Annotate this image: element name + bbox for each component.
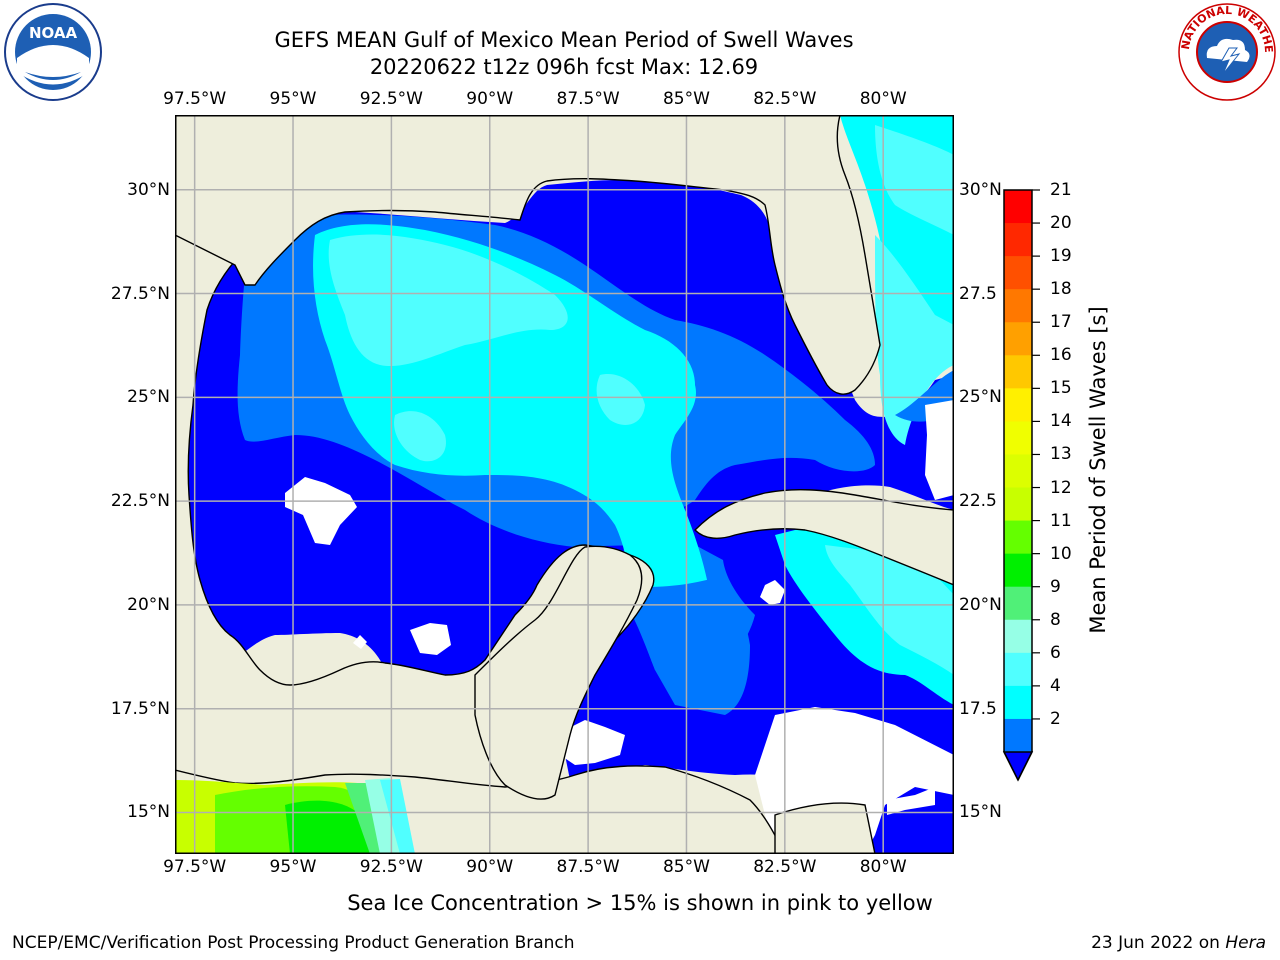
colorbar-frame <box>1003 189 1033 781</box>
longitude-tick-label: 85°W <box>662 89 710 109</box>
colorbar-swatch <box>1004 520 1032 555</box>
longitude-tick-label: 85°W <box>662 857 710 877</box>
longitude-tick-label: 97.5°W <box>163 857 227 877</box>
colorbar-swatch <box>1004 421 1032 455</box>
latitude-tick-label: 25°N <box>959 387 1002 408</box>
colorbar-tick-label: 20 <box>1050 213 1072 234</box>
longitude-tick-label: 95°W <box>269 857 317 877</box>
colorbar-tick-label: 6 <box>1050 642 1061 663</box>
colorbar-tick-label: 4 <box>1050 675 1061 696</box>
sea-ice-note: Sea Ice Concentration > 15% is shown in … <box>347 891 933 915</box>
latitude-tick-label: 30°N <box>959 179 1002 200</box>
nws-logo-icon: NATIONAL WEATHER SERVICE <box>1173 0 1277 102</box>
footer-date-text: 23 Jun 2022 on <box>1091 933 1226 953</box>
colorbar-tick-label: 8 <box>1050 609 1061 630</box>
longitude-tick-label: 87.5°W <box>556 857 620 877</box>
footer-credit: NCEP/EMC/Verification Post Processing Pr… <box>12 933 575 953</box>
colorbar-swatch <box>1004 322 1032 356</box>
colorbar-tick-label: 9 <box>1050 576 1061 597</box>
latitude-tick-label: 22.5°N <box>110 491 170 512</box>
colorbar-swatch <box>1004 289 1032 323</box>
longitude-tick-label: 90°W <box>466 857 514 877</box>
longitude-tick-label: 82.5°W <box>753 89 817 109</box>
map-canvas <box>175 115 954 854</box>
no-data-region <box>285 477 357 545</box>
colorbar-swatch <box>1004 652 1032 687</box>
colorbar-swatch <box>1004 355 1032 389</box>
footer-date: 23 Jun 2022 on Hera <box>1091 933 1266 953</box>
colorbar-swatch <box>1004 256 1032 290</box>
colorbar-tick-label: 17 <box>1050 312 1072 333</box>
colorbar-swatch <box>1004 388 1032 422</box>
latitude-tick-label: 17.5 <box>959 698 997 719</box>
latitude-tick-label: 15°N <box>959 802 1002 823</box>
longitude-tick-label: 80°W <box>859 89 907 109</box>
map-frame <box>175 115 954 854</box>
colorbar-swatch <box>1004 685 1032 720</box>
colorbar-tick-label: 15 <box>1050 378 1072 399</box>
longitude-tick-label: 80°W <box>859 857 907 877</box>
colorbar-swatch <box>1004 619 1032 654</box>
colorbar-swatch <box>1004 223 1032 257</box>
colorbar-tick-label: 19 <box>1050 246 1072 267</box>
latitude-tick-label: 15°N <box>127 802 170 823</box>
latitude-tick-label: 22.5 <box>959 491 997 512</box>
colorbar-tick-label: 10 <box>1050 543 1072 564</box>
colorbar-swatch <box>1004 487 1032 522</box>
land-yucatan <box>474 545 643 800</box>
colorbar-swatch <box>1004 454 1032 489</box>
latitude-tick-label: 20°N <box>127 594 170 615</box>
colorbar-label: Mean Period of Swell Waves [s] <box>1086 306 1110 634</box>
latitude-tick-label: 30°N <box>127 179 170 200</box>
colorbar-tick-label: 16 <box>1050 345 1072 366</box>
noaa-logo-icon: NOAA <box>3 2 103 102</box>
land-us-gulf-coast <box>175 115 881 395</box>
noaa-logo-text: NOAA <box>29 24 78 42</box>
latitude-tick-label: 27.5°N <box>110 283 170 304</box>
longitude-tick-label: 92.5°W <box>359 89 423 109</box>
longitude-tick-label: 82.5°W <box>753 857 817 877</box>
colorbar-extend-triangle <box>1002 751 1034 782</box>
latitude-tick-label: 25°N <box>127 387 170 408</box>
land-cuba <box>694 488 954 586</box>
footer-host: Hera <box>1225 933 1266 953</box>
latitude-tick-label: 27.5 <box>959 283 997 304</box>
colorbar-tick-label: 2 <box>1050 708 1061 729</box>
colorbar-swatch <box>1004 190 1032 224</box>
colorbar-swatch <box>1004 586 1032 621</box>
longitude-tick-label: 92.5°W <box>359 857 423 877</box>
colorbar-tick-label: 18 <box>1050 279 1072 300</box>
colorbar-tick-label: 12 <box>1050 477 1072 498</box>
longitude-tick-label: 95°W <box>269 89 317 109</box>
colorbar-tick-label: 11 <box>1050 510 1072 531</box>
colorbar-swatch <box>1004 718 1032 753</box>
map-panel <box>175 115 954 854</box>
colorbar-tick-label: 14 <box>1050 411 1072 432</box>
longitude-tick-label: 87.5°W <box>556 89 620 109</box>
latitude-tick-label: 17.5°N <box>110 698 170 719</box>
colorbar-tick-label: 21 <box>1050 180 1072 200</box>
colorbar-swatch <box>1004 553 1032 588</box>
latitude-tick-label: 20°N <box>959 594 1002 615</box>
longitude-tick-label: 97.5°W <box>163 89 227 109</box>
colorbar-tick-label: 13 <box>1050 444 1072 465</box>
graticule <box>175 115 954 854</box>
longitude-tick-label: 90°W <box>466 89 514 109</box>
chart-title: GEFS MEAN Gulf of Mexico Mean Period of … <box>274 28 854 52</box>
colorbar <box>1000 186 1042 786</box>
chart-subtitle: 20220622 t12z 096h fcst Max: 12.69 <box>369 55 759 79</box>
